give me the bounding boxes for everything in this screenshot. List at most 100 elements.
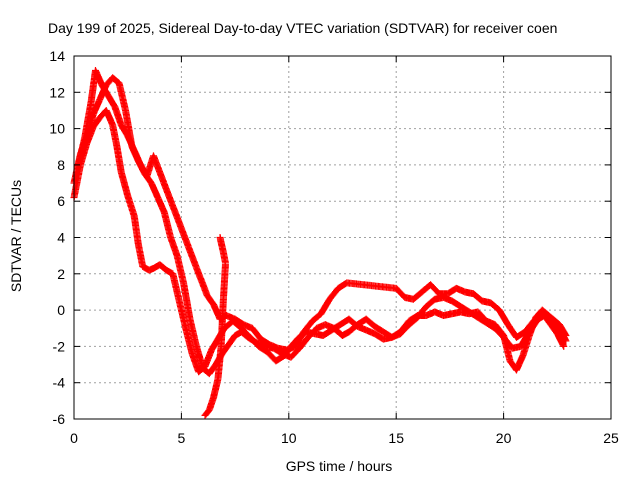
- data-point-run: [458, 303, 472, 315]
- data-points: [70, 67, 570, 419]
- data-point-run: [208, 336, 221, 353]
- y-tick-label: 2: [57, 266, 65, 282]
- data-point-run: [202, 407, 212, 418]
- data-point-run: [182, 326, 196, 356]
- data-point-run: [522, 318, 537, 335]
- data-point-run: [410, 289, 425, 302]
- data-point-run: [449, 298, 464, 310]
- data-point: [562, 332, 570, 340]
- series-trace-2: [70, 74, 568, 378]
- data-point-run: [219, 262, 229, 304]
- y-tick-label: 4: [57, 230, 65, 246]
- data-point-run: [466, 309, 481, 321]
- data-point-run: [320, 327, 335, 339]
- data-point-run: [249, 325, 264, 342]
- data-point-run: [398, 322, 412, 337]
- data-point-run: [372, 323, 386, 335]
- data-point-run: [124, 133, 138, 153]
- data-point-run: [210, 302, 223, 322]
- y-axis-label: SDTVAR / TECUs: [8, 180, 24, 292]
- data-point-run: [245, 334, 259, 346]
- data-point-run: [90, 115, 103, 130]
- data-point-run: [475, 314, 489, 326]
- data-point-run: [318, 296, 333, 317]
- data-point-run: [496, 307, 511, 327]
- y-tick-label: 0: [57, 302, 65, 318]
- data-point-run: [327, 285, 341, 302]
- y-tick-label: 8: [57, 157, 65, 173]
- data-point-run: [204, 293, 217, 307]
- data-point-run: [81, 99, 95, 140]
- data-point-run: [124, 193, 138, 218]
- data-point-run: [340, 329, 352, 339]
- x-tick-label: 20: [496, 430, 512, 446]
- data-point-run: [239, 329, 251, 340]
- y-tick-label: 10: [49, 121, 65, 137]
- series-trace-5: [216, 234, 229, 267]
- data-point-run: [258, 336, 272, 348]
- data-point-run: [173, 253, 187, 285]
- data-point-run: [150, 153, 211, 298]
- data-point-run: [488, 300, 502, 313]
- x-tick-label: 5: [178, 430, 186, 446]
- data-point-run: [423, 296, 438, 310]
- data-point-run: [157, 262, 169, 273]
- data-point-run: [105, 93, 118, 110]
- x-tick-label: 25: [603, 430, 619, 446]
- data-point-run: [344, 279, 399, 292]
- data-point-run: [131, 148, 144, 168]
- x-tick-label: 15: [388, 430, 404, 446]
- series-trace-3: [74, 67, 570, 354]
- data-point-run: [346, 321, 361, 335]
- data-point-run: [186, 317, 200, 349]
- data-point-run: [217, 298, 227, 349]
- data-point-run: [484, 320, 498, 332]
- data-point-run: [428, 282, 442, 297]
- data-point-run: [363, 316, 378, 330]
- data-point-run: [148, 180, 161, 200]
- data-point-run: [92, 68, 105, 88]
- data-point-run: [406, 314, 421, 328]
- data-point-run: [292, 329, 307, 349]
- data-point-run: [154, 195, 168, 215]
- data-point-run: [232, 316, 247, 328]
- data-point-run: [305, 325, 320, 340]
- data-point: [221, 259, 229, 267]
- y-tick-label: -4: [53, 375, 66, 391]
- data-point-run: [180, 280, 194, 322]
- data-point-run: [492, 325, 507, 340]
- data-point-run: [288, 345, 303, 360]
- y-tick-label: -6: [53, 411, 66, 427]
- data-point-run: [548, 322, 560, 337]
- data-point-run: [118, 170, 131, 198]
- chart-title: Day 199 of 2025, Sidereal Day-to-day VTE…: [48, 20, 557, 36]
- data-point-run: [161, 209, 174, 240]
- data-point-run: [206, 362, 219, 376]
- x-axis-label: GPS time / hours: [286, 458, 393, 474]
- data-point-run: [554, 331, 567, 349]
- data-point: [560, 342, 568, 350]
- y-tick-label: 6: [57, 193, 65, 209]
- data-point-run: [226, 333, 238, 347]
- data-point-run: [193, 344, 206, 371]
- data-point-run: [146, 265, 156, 274]
- data-point-run: [296, 334, 311, 351]
- data-point-run: [111, 104, 125, 128]
- data-point-run: [415, 304, 429, 320]
- data-point-run: [99, 82, 112, 99]
- data-point-run: [393, 285, 408, 300]
- y-tick-label: -2: [53, 338, 66, 354]
- data-point-run: [505, 322, 520, 340]
- grid: [74, 56, 611, 419]
- x-tick-label: 0: [70, 430, 78, 446]
- ticks: 0 5 10 15 20 25 -6 -4 -2 0 2 4 6 8 10 12 14: [49, 48, 619, 446]
- data-point-run: [130, 213, 142, 247]
- data-point-run: [189, 351, 202, 374]
- x-tick-label: 10: [281, 430, 297, 446]
- data-point-run: [548, 314, 562, 328]
- y-tick-label: 12: [49, 84, 65, 100]
- data-point-run: [90, 97, 103, 117]
- data-point-run: [214, 344, 225, 382]
